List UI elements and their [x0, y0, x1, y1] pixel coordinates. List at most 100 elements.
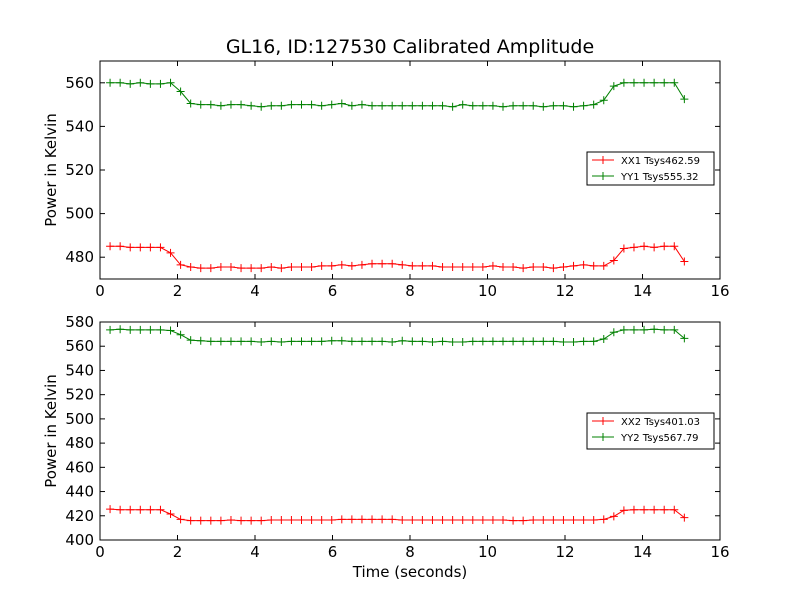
y-tick-label: 500	[65, 410, 94, 428]
series-point-2	[196, 336, 205, 345]
series-point-1	[438, 263, 447, 272]
series-point-1	[499, 263, 507, 272]
series-point-1	[629, 505, 638, 514]
series-point-2	[549, 337, 558, 346]
series-point-2	[106, 78, 115, 87]
y-tick-label: 540	[65, 361, 94, 379]
series-point-1	[609, 512, 618, 521]
y-tick-label: 540	[65, 117, 94, 135]
x-tick-label: 6	[328, 282, 338, 300]
series-point-2	[569, 102, 578, 111]
series-point-2	[156, 325, 165, 334]
x-tick-label: 10	[478, 282, 497, 300]
series-point-1	[337, 515, 346, 524]
series-point-1	[136, 243, 145, 252]
y-tick-label: 560	[65, 337, 94, 355]
series-point-2	[166, 326, 175, 335]
series-point-1	[196, 516, 205, 525]
series-point-1	[599, 515, 608, 524]
y-tick-label: 520	[65, 386, 94, 404]
legend-label-1: XX1 Tsys462.59	[621, 156, 700, 167]
series-point-2	[317, 337, 326, 346]
series-point-1	[226, 516, 235, 525]
series-point-2	[237, 100, 246, 109]
series-point-2	[368, 337, 377, 346]
figure-title: GL16, ID:127530 Calibrated Amplitude	[226, 36, 594, 58]
series-point-2	[458, 100, 467, 109]
series-point-2	[257, 102, 266, 111]
series-point-2	[196, 100, 205, 109]
series-point-1	[237, 264, 246, 273]
y-tick-label: 440	[65, 483, 94, 501]
series-point-2	[186, 336, 195, 345]
series-point-1	[216, 263, 225, 272]
series-point-1	[378, 259, 387, 268]
series-point-2	[579, 101, 588, 110]
x-tick-label: 14	[633, 282, 652, 300]
series-point-2	[347, 337, 356, 346]
series-point-2	[347, 101, 356, 110]
series-point-2	[549, 101, 558, 110]
x-tick-label: 8	[405, 543, 415, 561]
legend-marker-1	[599, 417, 607, 425]
x-tick-label: 12	[555, 543, 574, 561]
series-point-1	[257, 516, 266, 525]
series-point-2	[378, 337, 387, 346]
series-point-2	[519, 101, 528, 110]
series-point-1	[529, 263, 538, 272]
series-point-2	[267, 337, 276, 346]
series-point-1	[519, 264, 528, 273]
series-point-1	[680, 257, 689, 266]
series-point-2	[176, 330, 185, 339]
legend-marker-2	[599, 433, 607, 441]
series-point-2	[206, 100, 215, 109]
series-point-2	[146, 79, 155, 88]
series-point-2	[438, 337, 447, 346]
series-point-1	[509, 516, 518, 525]
series-point-2	[297, 337, 306, 346]
legend-label-2: YY1 Tsys555.32	[620, 172, 699, 183]
series-point-2	[226, 337, 235, 346]
series-point-1	[589, 261, 598, 270]
series-point-2	[488, 337, 497, 346]
series-point-1	[478, 263, 487, 272]
series-point-2	[619, 78, 628, 87]
series-point-2	[186, 99, 195, 108]
series-point-2	[559, 337, 568, 346]
series-point-1	[368, 259, 377, 268]
y-tick-label: 520	[65, 161, 94, 179]
series-point-1	[468, 263, 477, 272]
series-point-2	[126, 325, 135, 334]
series-point-1	[368, 515, 377, 524]
series-point-1	[650, 505, 659, 514]
series-point-1	[398, 260, 407, 269]
x-axis-label: Time (seconds)	[352, 563, 468, 581]
series-point-2	[398, 336, 407, 345]
series-point-2	[216, 101, 225, 110]
series-point-1	[640, 242, 649, 251]
series-point-1	[599, 261, 608, 270]
series-point-2	[307, 337, 316, 346]
series-point-2	[267, 101, 276, 110]
series-point-1	[166, 509, 175, 518]
series-point-2	[650, 78, 659, 87]
series-point-1	[206, 264, 215, 273]
series-point-1	[539, 263, 548, 272]
x-tick-label: 0	[95, 543, 105, 561]
series-point-2	[428, 101, 437, 110]
series-point-1	[257, 264, 266, 273]
series-point-2	[650, 325, 659, 334]
series-point-1	[156, 505, 165, 514]
series-point-2	[519, 337, 528, 346]
series-point-1	[277, 516, 286, 525]
series-point-1	[267, 263, 276, 272]
series-point-2	[176, 87, 185, 96]
series-point-1	[428, 516, 437, 525]
y-tick-label: 560	[65, 74, 94, 92]
x-tick-label: 2	[173, 543, 183, 561]
series-point-2	[468, 337, 477, 346]
series-point-2	[609, 82, 618, 91]
series-point-2	[478, 101, 487, 110]
series-point-1	[347, 261, 356, 270]
y-tick-label: 500	[65, 205, 94, 223]
